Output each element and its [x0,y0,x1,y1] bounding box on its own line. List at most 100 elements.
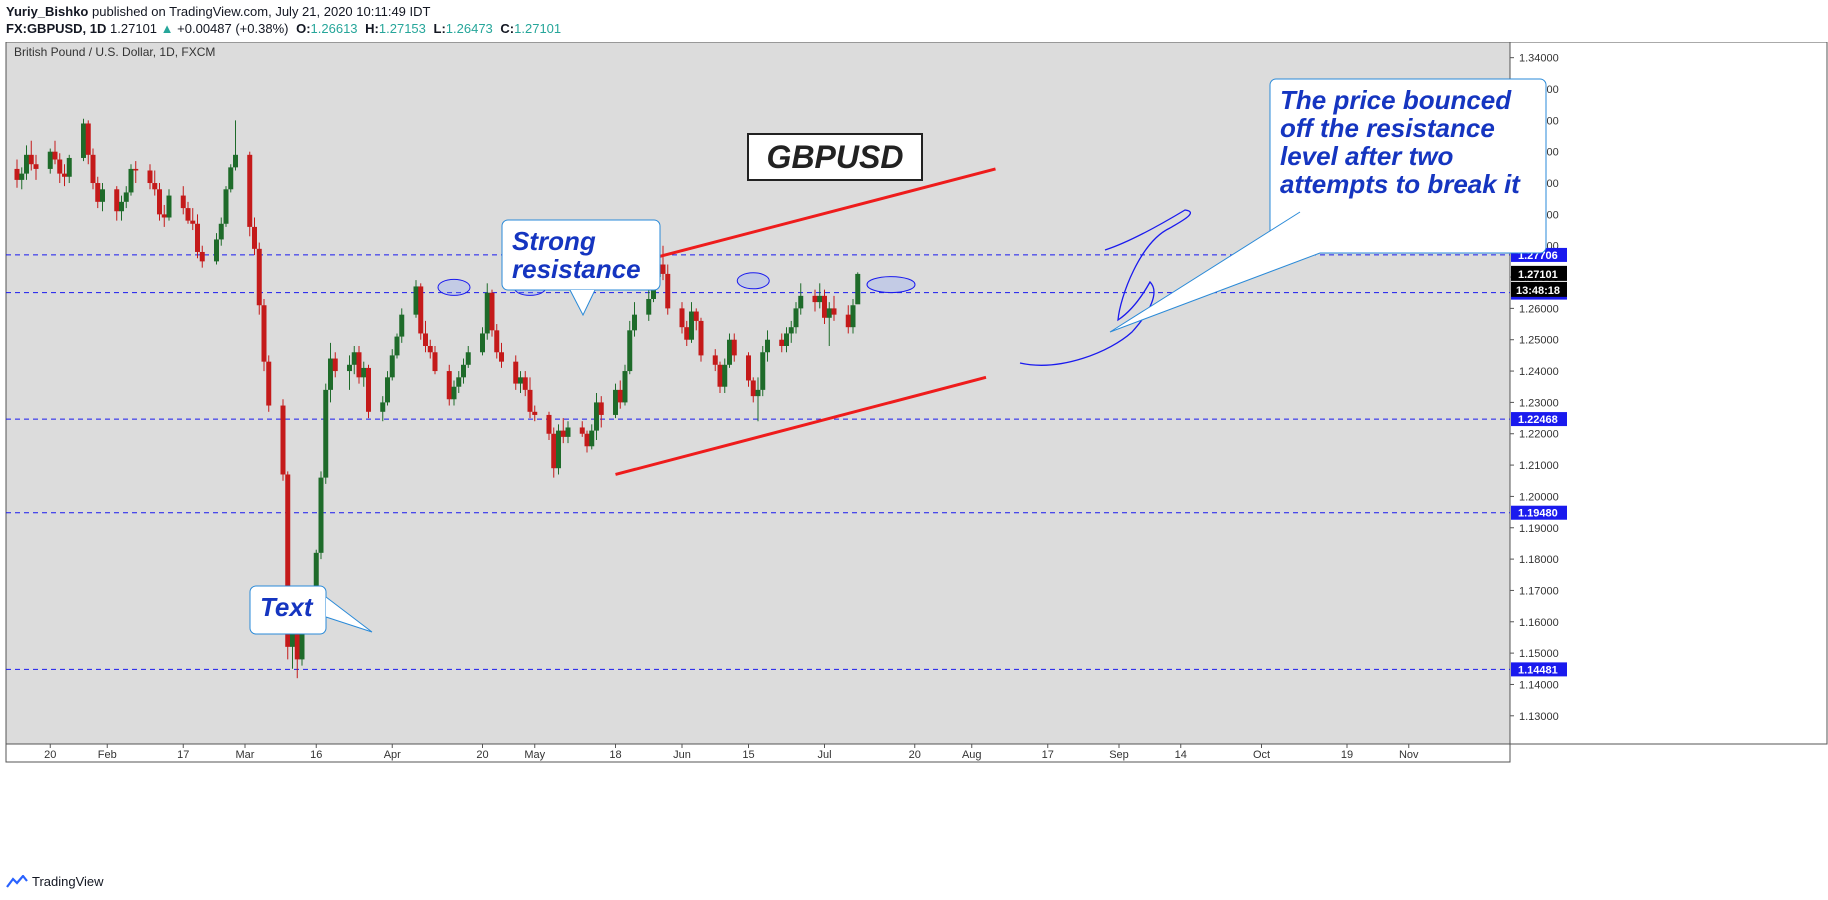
last-price: 1.27101 [110,21,158,36]
author-name[interactable]: Yuriy_Bishko [6,4,89,19]
x-tick-label: Jun [673,749,691,761]
hand-drawn-loop [1019,209,1192,366]
symbol-box [747,133,923,181]
x-tick-label: Sep [1109,749,1129,761]
candle-body [679,308,685,328]
x-tick-label: 20 [476,749,488,761]
x-tick-label: 19 [1341,749,1353,761]
bounce-callout-text: level after two [1280,141,1454,171]
candle-body [446,371,452,400]
candle-body [665,273,671,309]
candle-body [693,311,699,321]
candle-body [195,223,200,252]
bounce-callout-text: attempts to break it [1280,169,1521,199]
countdown-label: 13:48:18 [1516,285,1560,297]
candle-body [494,330,500,353]
candle-body [613,389,618,415]
candle-body [750,380,756,397]
candle-body [100,189,105,202]
level-tag-label: 1.19480 [1518,508,1558,520]
low-label: L: [433,21,446,36]
y-tick-label: 1.22000 [1519,429,1559,441]
resistance-callout-text: resistance [512,254,641,284]
x-tick-label: Jul [817,749,831,761]
y-tick-label: 1.14000 [1519,679,1559,691]
candle-body [328,358,333,390]
footer-brand[interactable]: TradingView [32,874,104,889]
price-change: +0.00487 (+0.38%) [177,21,289,36]
candle-body [617,389,623,403]
y-tick-label: 1.24000 [1519,366,1559,378]
candle-body [480,333,485,353]
candle-body [214,239,219,262]
x-tick-label: Mar [236,749,255,761]
y-tick-label: 1.23000 [1519,397,1559,409]
candle-body [280,405,286,475]
candle-body [180,195,186,209]
candle-body [152,183,158,190]
price-tag [1511,265,1567,281]
symbol-box-label: GBPUSD [767,139,904,175]
x-tick-label: 20 [909,749,921,761]
candle-body [285,474,291,647]
x-tick-label: 16 [310,749,322,761]
candle-body [256,248,262,306]
candle-body [499,352,504,362]
candle-body [161,214,167,218]
y-tick-label: 1.34000 [1519,53,1559,65]
candle-body [456,377,462,387]
candle-body [85,123,91,155]
candle-body [717,364,723,387]
open-value: 1.26613 [310,21,358,36]
y-tick-label: 1.17000 [1519,585,1559,597]
candle-body [689,311,694,340]
candle-body [62,173,67,177]
trend-line [615,375,987,476]
candle-body [147,170,153,184]
candle-body [413,286,419,315]
candle-body [199,251,205,262]
candle-body [598,402,604,415]
price-chart[interactable]: British Pound / U.S. Dollar, 1D, FXCM 1.3… [0,42,1828,864]
price-tag-label: 1.27101 [1518,269,1558,281]
candle-body [451,386,457,400]
up-arrow-icon: ▲ [160,21,174,36]
candle-body [712,355,718,365]
symbol-label[interactable]: FX:GBPUSD, 1D [6,21,107,36]
touch-ellipse [866,276,916,294]
candle-body [584,433,590,447]
x-tick-label: 18 [609,749,621,761]
candle-body [119,201,124,212]
candle-body [19,173,25,180]
candle-body [261,305,267,362]
resistance-callout-pointer [569,289,596,317]
candle-body [123,192,129,202]
candle-body [817,295,823,303]
bounce-callout-text: off the resistance [1280,113,1495,143]
candle-body [418,286,424,334]
low-value: 1.26473 [445,21,493,36]
candle-body [855,273,861,305]
level-tag [1511,412,1567,427]
candle-body [166,195,172,218]
touch-ellipse [736,272,770,290]
candle-body [66,157,72,177]
candle-body [223,189,229,224]
x-tick-label: Feb [98,749,117,761]
published-text: published on TradingView.com, July 21, 2… [92,4,431,19]
x-tick-label: Nov [1399,749,1419,761]
candle-body [24,154,29,174]
candle-body [185,208,191,221]
candle-body [556,430,561,469]
candle-body [532,411,538,415]
countdown-tag [1511,281,1567,297]
candle-body [760,352,766,390]
candle-body [323,389,329,478]
high-label: H: [365,21,379,36]
candle-body [755,389,761,397]
candle-body [646,298,652,315]
candle-body [788,327,794,334]
candle-body [399,314,405,337]
y-tick-label: 1.25000 [1519,335,1559,347]
candle-body [793,308,799,328]
